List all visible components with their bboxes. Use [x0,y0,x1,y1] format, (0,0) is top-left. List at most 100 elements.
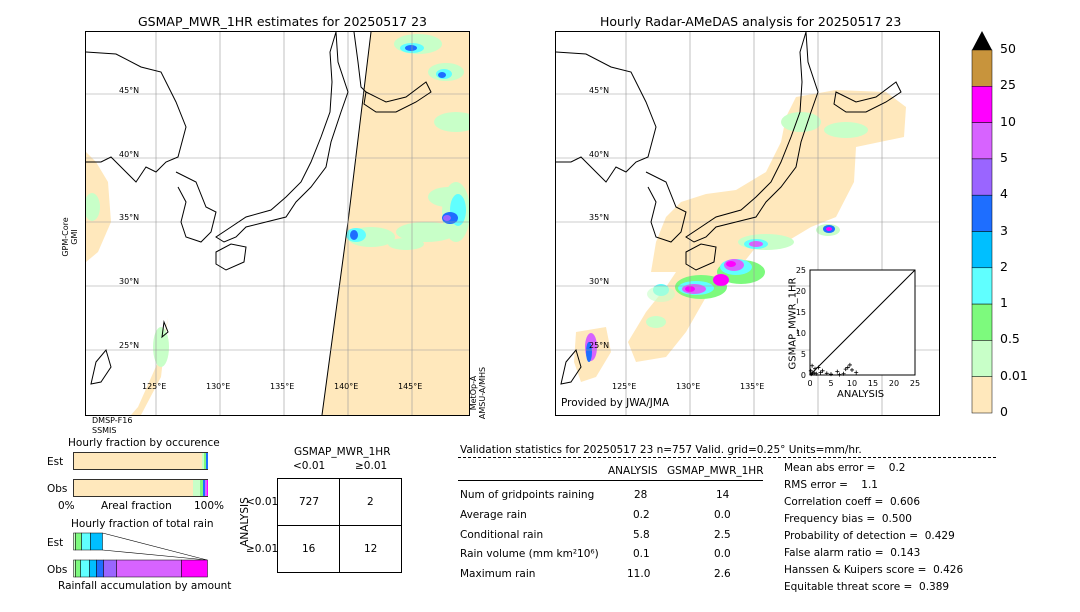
left-coastlines [86,32,432,385]
contingency-grid [277,478,402,573]
contingency-title: GSMAP_MWR_1HR [294,446,391,458]
contingency-row-ge: ≥0.01 [246,543,279,555]
colorbar-box [971,340,993,377]
stat-row-gsmap: 14 [716,489,730,501]
colorbar-label: 2 [1000,258,1008,274]
scatter-y-tick: 0 [801,371,806,380]
validation-col-gsmap: GSMAP_MWR_1HR [667,465,764,477]
stat-row-analysis: 28 [634,489,648,501]
axis-right-label: 100% [194,500,225,512]
occurrence-bars [73,452,208,497]
colorbar-box [971,376,993,414]
colorbar-label: 1 [1000,295,1008,311]
scatter-y-tick: 5 [801,350,806,359]
colorbar-box [971,303,993,341]
scatter-x-tick: 20 [889,379,899,388]
left-lon-130: 130°E [206,382,231,391]
colorbar-box [971,231,993,269]
scatter-ticks: 00 5 5 10 10 15 15 20 20 25 25 [796,266,920,388]
left-lon-140: 140°E [334,382,359,391]
occurrence-est-label: Est [47,456,64,468]
right-lat-35: 35°N [589,213,610,222]
scatter-points [808,362,859,377]
right-map [555,31,940,416]
scatter-xlabel: ANALYSIS [837,389,885,400]
score-pod: Probability of detection = 0.429 [784,530,955,542]
scatter-point [835,369,840,374]
colorbar-label: 50 [1000,41,1016,56]
colorbar-label: 3 [1000,222,1008,238]
stat-row-label: Num of gridpoints raining [460,489,595,501]
score-freq-bias: Frequency bias = 0.500 [784,513,912,525]
scatter-point [847,362,852,367]
scatter-x-tick: 25 [910,379,920,388]
scatter-y-tick: 15 [796,308,806,317]
stat-row-gsmap: 2.6 [714,568,731,580]
left-map-canvas [86,32,469,415]
stat-row-gsmap: 0.0 [714,548,731,560]
colorbar-label: 0 [1000,404,1008,419]
scatter-inset: 00 5 5 10 10 15 15 20 20 25 25 [796,266,920,388]
colorbar-label: 10 [1000,113,1016,129]
left-lat-25: 25°N [119,341,140,350]
total-obs-label: Obs [47,564,68,576]
left-lon-125: 125°E [142,382,167,391]
left-gridlines [86,32,469,415]
right-lat-25: 25°N [589,341,610,350]
right-lon-135: 135°E [740,382,765,391]
scatter-ylabel: GSMAP_MWR_1HR [787,277,799,370]
right-lat-40: 40°N [589,150,610,159]
stat-row-analysis: 11.0 [627,568,651,580]
left-lat-40: 40°N [119,150,140,159]
scatter-x-tick: 15 [868,379,878,388]
colorbar-box [971,49,993,87]
contingency-col-lt: <0.01 [293,460,326,472]
left-lat-30: 30°N [119,277,140,286]
colorbar-box [971,122,993,160]
score-ets: Equitable threat score = 0.389 [784,581,950,593]
score-mae: Mean abs error = 0.2 [784,462,906,474]
stat-row-gsmap: 2.5 [714,529,731,541]
left-lon-135: 135°E [270,382,295,391]
colorbar-label: 25 [1000,77,1016,93]
stat-row-analysis: 0.2 [633,509,650,521]
colorbar-box [971,86,993,123]
stat-row-label: Maximum rain [460,568,536,580]
stat-row-analysis: 0.1 [633,548,650,560]
right-map-title: Hourly Radar-AMeDAS analysis for 2025051… [600,14,902,29]
left-rain-patches [86,34,469,367]
scatter-point [850,367,854,372]
total-rain-bars [73,532,208,578]
colorbar-boxes [971,49,993,414]
score-far: False alarm ratio = 0.143 [784,547,921,559]
left-side-label: GPM-Core GMI [61,217,79,257]
scatter-x-tick: 5 [828,379,833,388]
right-lon-130: 130°E [676,382,701,391]
right-lat-45: 45°N [589,86,610,95]
scatter-point [814,371,819,376]
cell-lt-ge: 2 [367,496,374,508]
scatter-point [812,370,817,375]
left-lon-145: 145°E [398,382,423,391]
validation-header: Validation statistics for 20250517 23 n=… [460,444,862,456]
validation-col-analysis: ANALYSIS [608,465,658,477]
colorbar [971,31,993,414]
scatter-point [810,363,815,368]
left-lat-35: 35°N [119,213,140,222]
scatter-y-tick: 20 [796,287,806,296]
right-lat-30: 30°N [589,277,610,286]
colorbar-extend-arrow [972,31,992,50]
colorbar-label: 5 [1000,149,1008,165]
stat-row-analysis: 5.8 [633,529,650,541]
cell-ge-ge: 12 [364,543,378,555]
left-map-title: GSMAP_MWR_1HR estimates for 20250517 23 [138,14,427,29]
occurrence-title: Hourly fraction by occurence [68,437,220,449]
right-coastlines [556,32,902,385]
colorbar-box [971,194,993,232]
scatter-point [841,371,846,376]
scatter-point [843,367,848,372]
score-corr: Correlation coeff = 0.606 [784,496,920,508]
contingency-col-ge: ≥0.01 [355,460,388,472]
validation-divider [458,457,996,458]
score-hk: Hanssen & Kuipers score = 0.426 [784,564,964,576]
